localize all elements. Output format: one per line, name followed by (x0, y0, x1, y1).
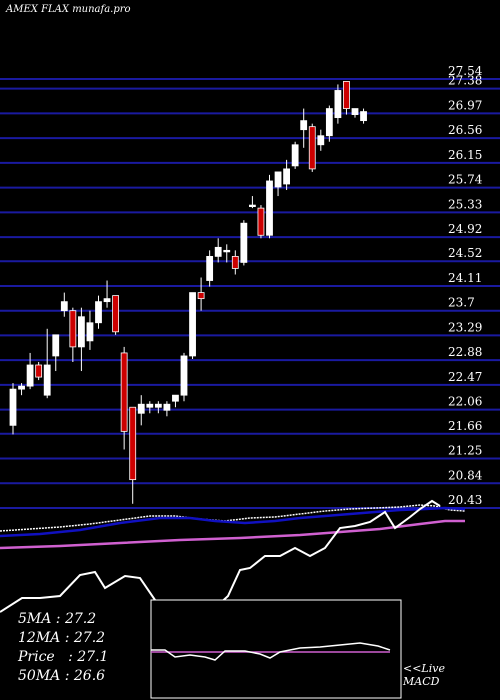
ma-summary-row: 5MA : 27.2 (18, 611, 97, 627)
candle-up (9, 388, 17, 426)
symbol-label: FLAX (41, 4, 69, 15)
candle-down (69, 310, 77, 348)
candle-down (197, 292, 205, 300)
price-tick-label: 26.56 (448, 123, 482, 137)
price-tick-label: 20.84 (448, 468, 483, 482)
price-tick-label: 22.88 (448, 345, 482, 359)
candle-up (43, 364, 51, 396)
ma-summary-value: 26.6 (73, 668, 106, 684)
candle-up (154, 403, 162, 408)
price-tick-label: 25.33 (448, 197, 482, 211)
candle-up (223, 249, 231, 253)
ma-summary-value: 27.2 (64, 611, 97, 627)
ma-summary-label: 12MA (18, 630, 61, 646)
candle-up (300, 120, 308, 131)
candle-up (180, 355, 188, 396)
candle-up (248, 204, 256, 208)
ma-blue-line (0, 506, 466, 538)
candle-up (266, 180, 273, 236)
ma-summary-row: Price : 27.1 (18, 649, 109, 665)
macd-live-label: <<Live MACD (403, 662, 445, 688)
candle-up (334, 90, 342, 119)
chart-header: AMEX FLAX munafa.pro (6, 4, 131, 15)
price-tick-label: 23.29 (448, 320, 482, 334)
candle-up (291, 144, 299, 167)
exchange-label: AMEX (6, 4, 38, 15)
candle-up (274, 171, 282, 188)
candle-up (103, 298, 111, 303)
ma-summary-value: 27.2 (73, 630, 106, 646)
ma-summary-label: 5MA (18, 611, 52, 627)
macd-panel-box (150, 599, 402, 699)
candlesticks (9, 81, 367, 504)
candle-up (78, 316, 85, 348)
candle-up (18, 385, 25, 390)
price-tick-label: 20.43 (448, 493, 482, 507)
candle-up (317, 135, 325, 146)
candle-up (26, 364, 34, 387)
ma-summary-label: Price (18, 649, 55, 665)
candle-up (86, 322, 94, 342)
candle-up (240, 222, 248, 263)
price-tick-label: 21.25 (448, 444, 482, 458)
candle-up (360, 111, 367, 122)
macd-text: MACD (403, 675, 440, 688)
ma-pink-line (0, 519, 465, 550)
price-tick-label: 21.66 (448, 419, 482, 433)
ma-summary-row: 12MA : 27.2 (18, 630, 106, 646)
candle-down (35, 364, 43, 378)
momentum-white-line (0, 499, 441, 613)
candle-up (351, 108, 359, 115)
price-tick-label: 24.11 (448, 271, 482, 285)
candle-up (52, 334, 60, 357)
site-label: munafa.pro (72, 4, 131, 15)
price-tick-label: 24.52 (448, 246, 482, 260)
candle-down (231, 255, 239, 269)
candle-down (343, 81, 350, 109)
price-tick-label: 26.15 (448, 148, 482, 162)
candle-up (189, 292, 196, 357)
candle-up (95, 301, 102, 324)
price-gridlines (0, 78, 500, 509)
candle-down (308, 126, 316, 170)
indicator-lines (0, 499, 466, 613)
live-text: <<Live (403, 662, 445, 675)
ma-summary-label: 50MA (18, 668, 61, 684)
ma-summary-row: 50MA : 26.6 (18, 668, 106, 684)
price-tick-label: 27.38 (448, 74, 482, 88)
ma-white-line (0, 504, 466, 532)
ma-summary: 5MA : 27.2 12MA : 27.2 Price : 27.1 50MA… (18, 610, 108, 686)
candle-up (146, 403, 154, 408)
price-tick-label: 24.92 (448, 222, 482, 236)
candle-down (129, 406, 137, 481)
candle-up (60, 301, 68, 312)
candle-down (257, 207, 265, 236)
candle-up (206, 255, 214, 281)
price-tick-label: 22.06 (448, 395, 482, 409)
candle-up (283, 168, 291, 185)
price-tick-label: 27.54 (448, 64, 483, 78)
candle-up (325, 108, 333, 137)
price-tick-label: 23.7 (448, 296, 475, 310)
macd-line (151, 642, 391, 661)
candle-up (172, 394, 179, 402)
candle-down (120, 352, 128, 432)
price-tick-label: 25.74 (448, 173, 483, 187)
price-tick-label: 26.97 (448, 98, 482, 112)
candle-up (137, 403, 145, 414)
macd-panel (150, 599, 402, 699)
ma-summary-value: 27.1 (77, 649, 109, 665)
candle-up (214, 246, 222, 257)
price-tick-label: 22.47 (448, 370, 482, 384)
candle-down (112, 295, 119, 333)
candle-up (163, 403, 171, 411)
